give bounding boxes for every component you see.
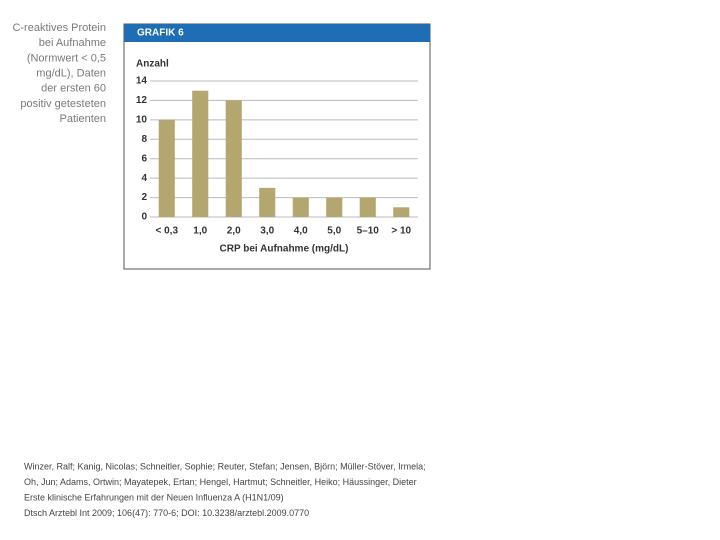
x-tick-label: 5,0 [327, 226, 341, 237]
x-axis-label: CRP bei Aufnahme (mg/dL) [220, 244, 349, 255]
y-tick-label: 2 [141, 192, 147, 203]
x-tick-label: < 0,3 [155, 226, 178, 237]
caption-line: der ersten 60 [41, 83, 106, 95]
citation-line: Dtsch Arztebl Int 2009; 106(47): 770-6; … [24, 508, 309, 518]
x-tick-label: 3,0 [260, 226, 274, 237]
bar [225, 100, 242, 217]
y-tick-label: 0 [141, 212, 147, 223]
bar [359, 197, 376, 217]
bar [326, 197, 343, 217]
bar [393, 207, 410, 217]
caption-line: positiv getesteten [20, 98, 106, 110]
citation-line: Winzer, Ralf; Kanig, Nicolas; Schneitler… [24, 461, 426, 471]
x-tick-label: 1,0 [193, 226, 207, 237]
caption-line: Patienten [60, 113, 106, 125]
bar [158, 119, 175, 217]
caption-line: mg/dL), Daten [36, 68, 106, 80]
y-tick-label: 14 [136, 76, 148, 87]
caption-line: C-reaktives Protein [12, 22, 106, 34]
citation-line: Erste klinische Erfahrungen mit der Neue… [24, 492, 284, 502]
chart-header: GRAFIK 6 [137, 28, 184, 39]
y-tick-label: 4 [141, 173, 147, 184]
y-tick-label: 12 [136, 95, 148, 106]
citation-line: Oh, Jun; Adams, Ortwin; Mayatepek, Ertan… [24, 477, 417, 487]
y-tick-label: 10 [136, 114, 148, 125]
x-tick-label: > 10 [391, 226, 411, 237]
caption-line: bei Aufnahme [39, 37, 106, 49]
y-tick-label: 6 [141, 153, 147, 164]
x-tick-label: 2,0 [227, 226, 241, 237]
chart-frame [123, 23, 431, 270]
bar [292, 197, 309, 217]
caption-line: (Normwert < 0,5 [27, 52, 106, 64]
chart-header-bar [124, 24, 430, 42]
y-axis-label: Anzahl [136, 59, 169, 70]
bar [259, 187, 276, 217]
bar [192, 90, 209, 217]
x-tick-label: 5–10 [357, 226, 380, 237]
y-tick-label: 8 [141, 134, 147, 145]
x-tick-label: 4,0 [294, 226, 308, 237]
